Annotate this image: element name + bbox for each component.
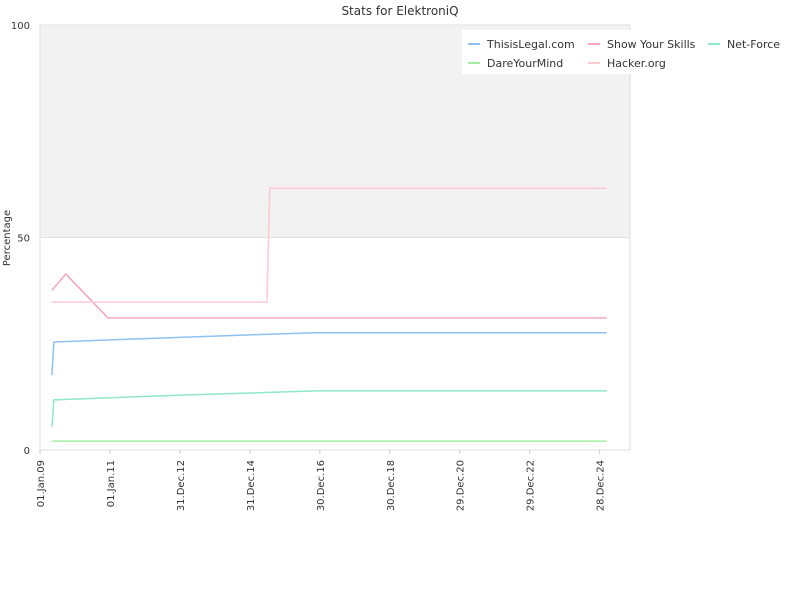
x-tick-label: 31.Dec.12 [176,460,187,511]
y-tick-label: 50 [17,234,30,245]
x-tick-label: 29.Dec.22 [526,460,537,511]
series-line [51,331,607,376]
legend-label: Hacker.org [607,57,666,70]
chart-title: Stats for ElektroniQ [341,4,458,18]
series-line [51,272,607,319]
legend-label: ThisisLegal.com [486,38,575,51]
legend-label: Net-Force [727,38,780,51]
x-tick-label: 30.Dec.18 [386,460,397,511]
y-tick-label: 0 [24,446,30,457]
y-tick-label: 100 [11,21,30,32]
legend-label: DareYourMind [487,57,563,70]
x-tick-label: 01.Jan.09 [36,460,47,507]
legend-box [462,30,632,74]
legend-label: Show Your Skills [607,38,696,51]
x-tick-label: 28.Dec.24 [596,460,607,511]
x-tick-label: 30.Dec.16 [316,460,327,511]
x-tick-label: 29.Dec.20 [456,460,467,511]
y-axis-label: Percentage [2,210,13,266]
series-line [51,187,607,303]
series-line [51,390,607,428]
x-tick-label: 01.Jan.11 [106,460,117,507]
x-tick-label: 31.Dec.14 [246,460,257,511]
